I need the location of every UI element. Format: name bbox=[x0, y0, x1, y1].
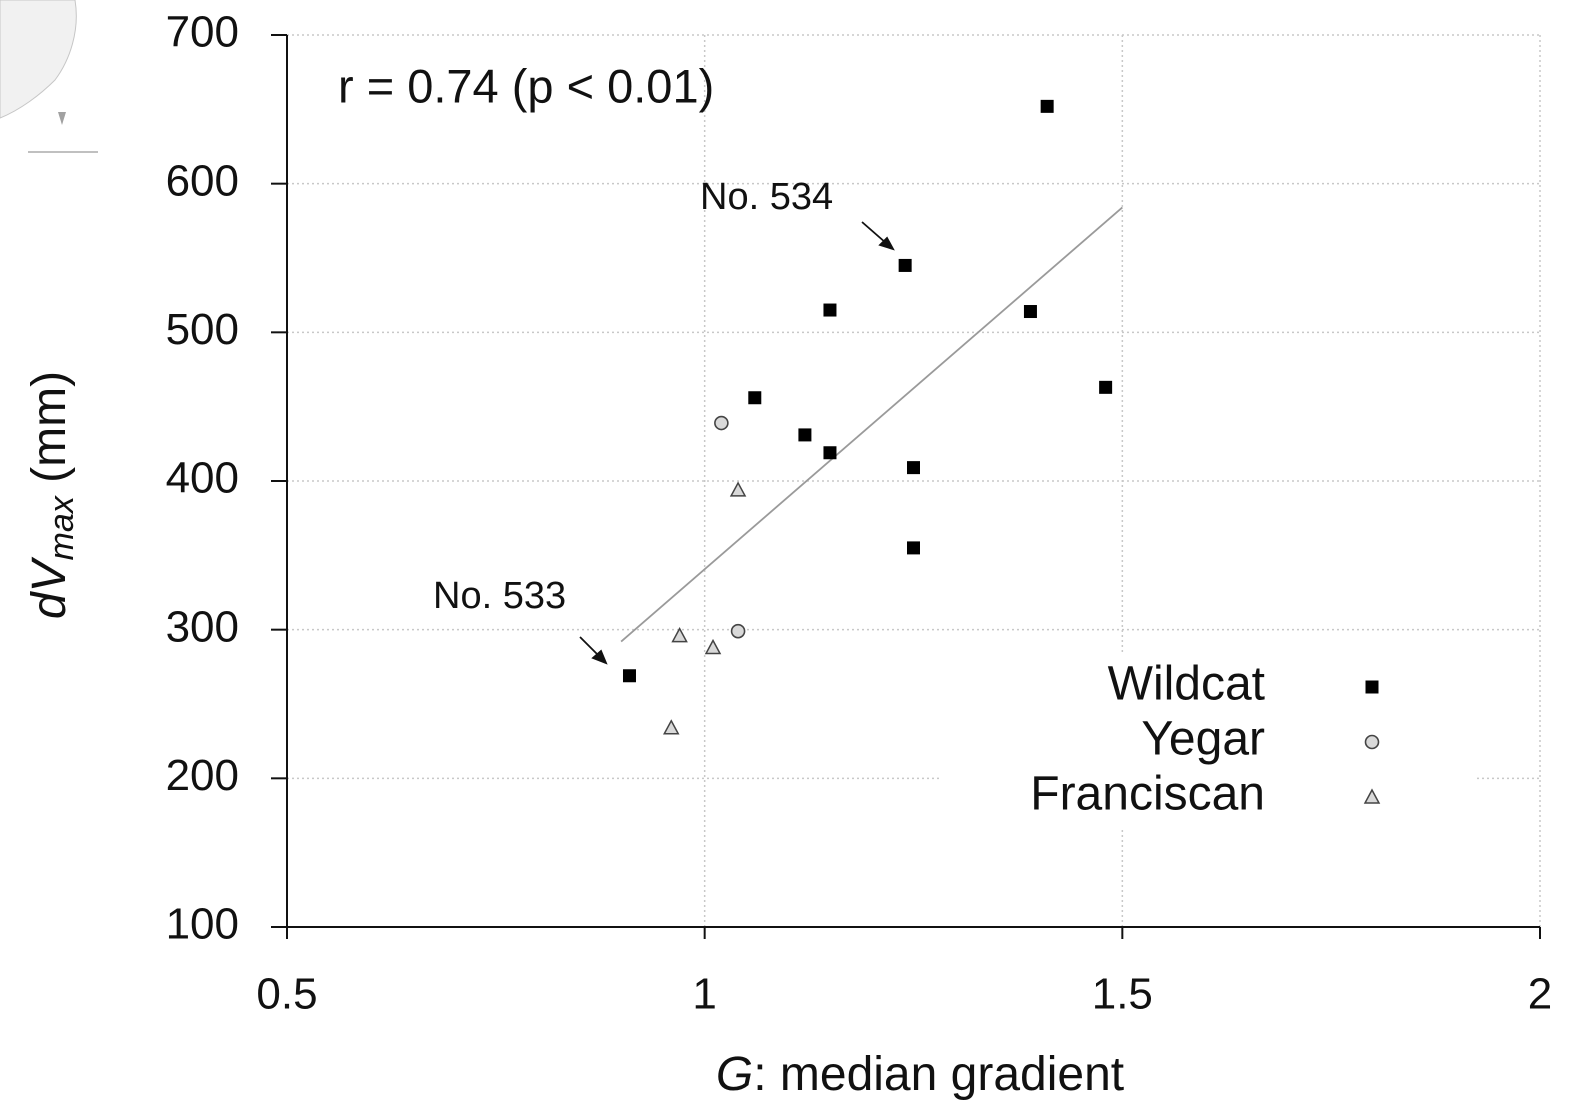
point-circle bbox=[1366, 736, 1379, 749]
correlation-annotation: r = 0.74 (p < 0.01) bbox=[338, 59, 714, 112]
x-tick-label: 1.5 bbox=[1092, 970, 1153, 1019]
chart: 100 200 300 400 500 600 700 0.5 1 1.5 2 WildcatYega… bbox=[0, 0, 1575, 1117]
y-axis-label-subscript: max bbox=[43, 495, 81, 560]
x-axis-label-symbol: G bbox=[716, 1048, 753, 1101]
x-axis-label: G: median gradient bbox=[716, 1048, 1124, 1101]
point-circle bbox=[732, 625, 745, 638]
point-circle bbox=[715, 417, 728, 430]
point-triangle bbox=[664, 721, 678, 734]
y-tick-label: 400 bbox=[166, 454, 239, 503]
x-axis-label-text: : median gradient bbox=[753, 1048, 1124, 1101]
point-triangle bbox=[706, 641, 720, 654]
point-square bbox=[798, 428, 811, 441]
point-square bbox=[907, 461, 920, 474]
point-square bbox=[823, 304, 836, 317]
map-inset-fragment bbox=[0, 0, 98, 152]
legend-label: Franciscan bbox=[1030, 768, 1265, 821]
point-annotation: No. 534 bbox=[700, 176, 833, 218]
y-tick-label: 300 bbox=[166, 602, 239, 651]
point-triangle bbox=[673, 629, 687, 642]
y-tick-label: 100 bbox=[166, 900, 239, 949]
point-square bbox=[1024, 305, 1037, 318]
point-square bbox=[1366, 681, 1379, 694]
point-square bbox=[1099, 381, 1112, 394]
y-axis-label-unit: (mm) bbox=[23, 371, 76, 496]
point-square bbox=[907, 541, 920, 554]
point-square bbox=[623, 669, 636, 682]
y-tick-label: 200 bbox=[166, 751, 239, 800]
annotation-arrows bbox=[580, 222, 893, 663]
legend-label: Wildcat bbox=[1108, 658, 1265, 711]
y-tick-label: 600 bbox=[166, 156, 239, 205]
x-tick-label: 2 bbox=[1528, 970, 1552, 1019]
y-tick-label: 700 bbox=[166, 8, 239, 57]
point-square bbox=[1041, 100, 1054, 113]
y-axis-label-symbol: dV bbox=[23, 556, 76, 619]
point-square bbox=[748, 391, 761, 404]
legend-label: Yegar bbox=[1141, 713, 1265, 766]
point-square bbox=[823, 446, 836, 459]
page: {"chart_data": { "type": "scatter", "ann… bbox=[0, 0, 1575, 1117]
point-annotation: No. 533 bbox=[433, 575, 566, 617]
point-triangle bbox=[731, 483, 745, 496]
x-tick-label: 1 bbox=[692, 970, 716, 1019]
y-axis-label: dVmax (mm) bbox=[23, 371, 81, 619]
x-tick-label: 0.5 bbox=[256, 970, 317, 1019]
point-square bbox=[899, 259, 912, 272]
trendline bbox=[621, 207, 1122, 641]
y-tick-label: 500 bbox=[166, 305, 239, 354]
